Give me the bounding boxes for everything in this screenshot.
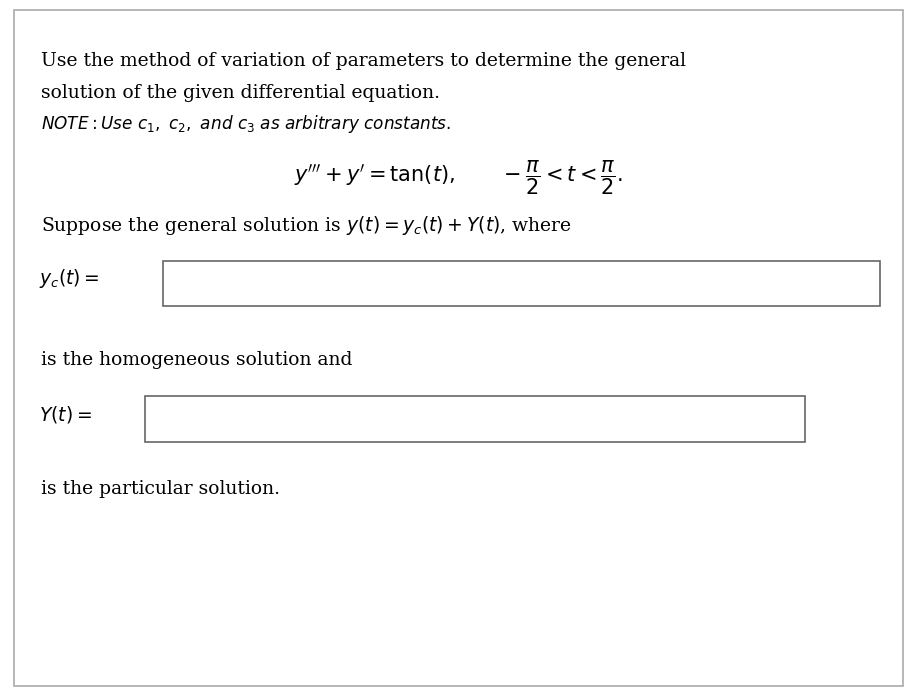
Text: is the particular solution.: is the particular solution. [41, 480, 281, 498]
Text: $y_c(t) =$: $y_c(t) =$ [39, 267, 100, 290]
Text: $\it{NOTE: Use\ c_1,\ c_2,\ and\ c_3\ as\ arbitrary\ constants.}$: $\it{NOTE: Use\ c_1,\ c_2,\ and\ c_3\ as… [41, 113, 451, 136]
Text: $Y(t) =$: $Y(t) =$ [39, 404, 93, 425]
Text: $y''' + y' = \tan(t), \qquad -\dfrac{\pi}{2} < t < \dfrac{\pi}{2}.$: $y''' + y' = \tan(t), \qquad -\dfrac{\pi… [294, 159, 623, 197]
Text: is the homogeneous solution and: is the homogeneous solution and [41, 351, 353, 370]
Text: Suppose the general solution is $y(t) = y_c(t) + Y(t)$, where: Suppose the general solution is $y(t) = … [41, 214, 572, 237]
Text: Use the method of variation of parameters to determine the general: Use the method of variation of parameter… [41, 52, 686, 70]
Text: solution of the given differential equation.: solution of the given differential equat… [41, 84, 440, 102]
